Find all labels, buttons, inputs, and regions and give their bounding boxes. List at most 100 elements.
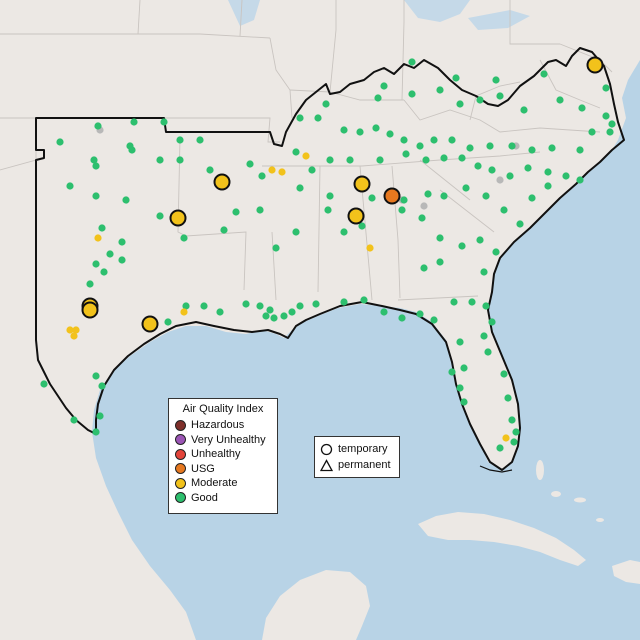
station-marker-good[interactable] bbox=[100, 268, 108, 276]
station-marker-good[interactable] bbox=[280, 312, 288, 320]
station-marker-good[interactable] bbox=[492, 76, 500, 84]
station-marker-good[interactable] bbox=[462, 184, 470, 192]
temporary-monitor-moderate[interactable] bbox=[353, 175, 371, 193]
station-marker-good[interactable] bbox=[448, 136, 456, 144]
station-marker-good[interactable] bbox=[400, 136, 408, 144]
station-marker-good[interactable] bbox=[458, 242, 466, 250]
station-marker-good[interactable] bbox=[262, 312, 270, 320]
station-marker-good[interactable] bbox=[266, 306, 274, 314]
station-marker-good[interactable] bbox=[430, 136, 438, 144]
station-marker-good[interactable] bbox=[308, 166, 316, 174]
station-marker-good[interactable] bbox=[606, 128, 614, 136]
station-marker-good[interactable] bbox=[296, 302, 304, 310]
station-marker-good[interactable] bbox=[492, 248, 500, 256]
station-marker-good[interactable] bbox=[258, 172, 266, 180]
station-marker-good[interactable] bbox=[460, 398, 468, 406]
station-marker-good[interactable] bbox=[356, 128, 364, 136]
station-marker-good[interactable] bbox=[602, 84, 610, 92]
station-marker-good[interactable] bbox=[420, 264, 428, 272]
station-marker-good[interactable] bbox=[322, 100, 330, 108]
station-marker-good[interactable] bbox=[416, 310, 424, 318]
station-marker-good[interactable] bbox=[436, 86, 444, 94]
station-marker-good[interactable] bbox=[440, 154, 448, 162]
station-marker-good[interactable] bbox=[180, 234, 188, 242]
station-marker-good[interactable] bbox=[488, 318, 496, 326]
station-marker-good[interactable] bbox=[216, 308, 224, 316]
station-marker-good[interactable] bbox=[66, 182, 74, 190]
station-marker-moderate[interactable] bbox=[180, 308, 188, 316]
station-marker-good[interactable] bbox=[520, 106, 528, 114]
station-marker-good[interactable] bbox=[92, 162, 100, 170]
station-marker-good[interactable] bbox=[500, 370, 508, 378]
station-marker-good[interactable] bbox=[418, 214, 426, 222]
station-marker-good[interactable] bbox=[92, 428, 100, 436]
station-marker-moderate[interactable] bbox=[66, 326, 74, 334]
station-marker-good[interactable] bbox=[98, 224, 106, 232]
station-marker-good[interactable] bbox=[376, 156, 384, 164]
station-marker-good[interactable] bbox=[86, 280, 94, 288]
station-marker-good[interactable] bbox=[340, 298, 348, 306]
station-marker-moderate[interactable] bbox=[268, 166, 276, 174]
station-marker-good[interactable] bbox=[608, 120, 616, 128]
station-marker-good[interactable] bbox=[456, 338, 464, 346]
station-marker-good[interactable] bbox=[358, 222, 366, 230]
temporary-monitor-moderate[interactable] bbox=[141, 315, 159, 333]
station-marker-good[interactable] bbox=[56, 138, 64, 146]
station-marker-moderate[interactable] bbox=[278, 168, 286, 176]
station-marker-good[interactable] bbox=[506, 172, 514, 180]
station-marker-good[interactable] bbox=[424, 190, 432, 198]
station-marker-good[interactable] bbox=[176, 136, 184, 144]
station-marker-good[interactable] bbox=[456, 100, 464, 108]
station-marker-good[interactable] bbox=[508, 416, 516, 424]
station-marker-moderate[interactable] bbox=[72, 326, 80, 334]
station-marker-good[interactable] bbox=[484, 348, 492, 356]
station-marker-good[interactable] bbox=[544, 182, 552, 190]
station-marker-moderate[interactable] bbox=[94, 234, 102, 242]
station-marker-good[interactable] bbox=[576, 146, 584, 154]
station-marker-good[interactable] bbox=[500, 206, 508, 214]
station-marker-good[interactable] bbox=[196, 136, 204, 144]
station-marker-good[interactable] bbox=[156, 156, 164, 164]
station-marker-good[interactable] bbox=[374, 94, 382, 102]
station-marker-good[interactable] bbox=[544, 168, 552, 176]
station-marker-good[interactable] bbox=[588, 128, 596, 136]
station-marker-good[interactable] bbox=[118, 256, 126, 264]
station-marker-good[interactable] bbox=[400, 196, 408, 204]
station-marker-good[interactable] bbox=[92, 192, 100, 200]
station-marker-good[interactable] bbox=[182, 302, 190, 310]
station-marker-good[interactable] bbox=[296, 114, 304, 122]
station-marker-good[interactable] bbox=[106, 250, 114, 258]
station-marker-good[interactable] bbox=[436, 258, 444, 266]
station-marker-good[interactable] bbox=[92, 372, 100, 380]
station-marker-good[interactable] bbox=[380, 308, 388, 316]
station-marker-good[interactable] bbox=[206, 166, 214, 174]
station-marker-good[interactable] bbox=[480, 332, 488, 340]
station-marker-good[interactable] bbox=[270, 314, 278, 322]
station-marker-good[interactable] bbox=[232, 208, 240, 216]
station-marker-good[interactable] bbox=[90, 156, 98, 164]
station-marker-good[interactable] bbox=[368, 194, 376, 202]
station-marker-good[interactable] bbox=[246, 160, 254, 168]
station-marker-good[interactable] bbox=[508, 142, 516, 150]
station-marker-good[interactable] bbox=[486, 142, 494, 150]
station-marker-good[interactable] bbox=[448, 368, 456, 376]
station-marker-good[interactable] bbox=[40, 380, 48, 388]
station-marker-good[interactable] bbox=[556, 96, 564, 104]
station-marker-good[interactable] bbox=[476, 236, 484, 244]
station-marker-good[interactable] bbox=[98, 382, 106, 390]
station-marker-good[interactable] bbox=[296, 184, 304, 192]
station-marker-moderate[interactable] bbox=[502, 434, 510, 442]
temporary-monitor-moderate[interactable] bbox=[169, 209, 187, 227]
station-marker-good[interactable] bbox=[340, 126, 348, 134]
station-marker-good[interactable] bbox=[540, 70, 548, 78]
station-markers[interactable] bbox=[40, 56, 616, 452]
station-marker-good[interactable] bbox=[324, 206, 332, 214]
station-marker-good[interactable] bbox=[122, 196, 130, 204]
station-marker-missing[interactable] bbox=[496, 176, 504, 184]
station-marker-good[interactable] bbox=[510, 438, 518, 446]
temporary-monitor-moderate[interactable] bbox=[586, 56, 604, 74]
station-marker-moderate[interactable] bbox=[366, 244, 374, 252]
station-marker-good[interactable] bbox=[360, 296, 368, 304]
temporary-monitor-moderate[interactable] bbox=[213, 173, 231, 191]
